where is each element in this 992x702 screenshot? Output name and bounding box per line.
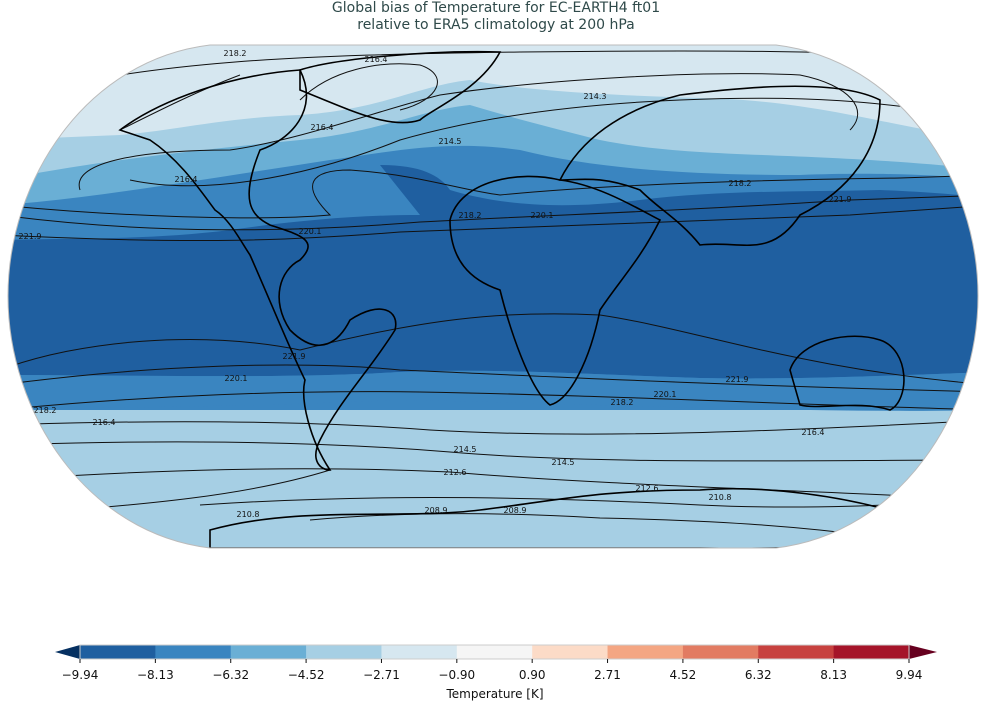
- contour-label: 218.2: [34, 406, 57, 415]
- filled-contours: [8, 45, 978, 548]
- contour-label: 218.2: [729, 179, 752, 188]
- contour-label: 216.4: [175, 175, 198, 184]
- colorbar-segment: [456, 645, 533, 659]
- contour-label: 221.9: [283, 352, 306, 361]
- colorbar-extend-high: [909, 645, 937, 659]
- map-border: [7, 44, 979, 549]
- colorbar-frame: [79, 644, 910, 660]
- contour-line: [8, 468, 978, 501]
- contour-line: [78, 73, 859, 191]
- contour-line: [119, 63, 438, 131]
- colorbar-tick-label: −0.90: [438, 668, 475, 682]
- colorbar-segment: [155, 645, 232, 659]
- contour-label: 210.8: [237, 510, 260, 519]
- band-top-light: [8, 45, 978, 140]
- contour-label: 220.1: [654, 390, 677, 399]
- coastline: [558, 85, 881, 247]
- colorbar-label: Temperature [K]: [445, 687, 543, 701]
- contour-label: 214.5: [454, 445, 477, 454]
- coastline: [299, 50, 502, 124]
- colorbar-segment: [833, 645, 910, 659]
- colorbar-tick-label: 4.52: [670, 668, 697, 682]
- colorbar-tick-label: −8.13: [137, 668, 174, 682]
- colorbar-segment: [607, 645, 684, 659]
- colorbar-tick-label: 0.90: [519, 668, 546, 682]
- colorbar-tick-label: −4.52: [288, 668, 325, 682]
- coastline: [118, 69, 397, 471]
- title-line-1: Global bias of Temperature for EC-EARTH4…: [331, 0, 661, 16]
- contour-label: 218.2: [224, 49, 247, 58]
- contour-label: 218.2: [611, 398, 634, 407]
- contour-line: [129, 97, 978, 187]
- colorbar-tick-label: −6.32: [212, 668, 249, 682]
- contour-label: 212.6: [636, 484, 659, 493]
- colorbar-tick-label: 2.71: [594, 668, 621, 682]
- contour-label: 208.9: [425, 506, 448, 515]
- contour-line: [8, 194, 978, 231]
- contour-label: 221.9: [829, 195, 852, 204]
- band-south-light: [170, 423, 978, 548]
- contour-line: [8, 313, 978, 386]
- colorbar-segment: [306, 645, 382, 659]
- contour-label: 216.4: [365, 55, 388, 64]
- colorbar-tick-label: −2.71: [363, 668, 400, 682]
- figure-title: Global bias of Temperature for EC-EARTH4…: [0, 0, 992, 34]
- colorbar-segment: [230, 645, 307, 659]
- contour-label: 216.4: [802, 428, 825, 437]
- colorbar-tick-label: 8.13: [820, 668, 847, 682]
- contour-line: [8, 169, 978, 219]
- colorbar-segment: [381, 645, 458, 659]
- contour-line: [8, 391, 978, 411]
- colorbar-segment: [682, 645, 759, 659]
- contour-label: 221.9: [19, 232, 42, 241]
- contour-label: 220.1: [531, 211, 554, 220]
- contour-label: 214.5: [552, 458, 575, 467]
- contour-label: 210.8: [709, 493, 732, 502]
- colorbar-segment: [758, 645, 835, 659]
- contour-label: 214.3: [584, 92, 607, 101]
- contour-label: 208.9: [504, 506, 527, 515]
- contour-label: 221.9: [726, 375, 749, 384]
- contour-label: 216.4: [93, 418, 116, 427]
- contour-label: 216.4: [311, 123, 334, 132]
- bias-map: 218.2 216.4 214.5 216.4 216.4 218.2 220.1 218.2…: [7, 44, 979, 549]
- contour-label: 214.5: [439, 137, 462, 146]
- coastline: [789, 335, 905, 411]
- contour-line: [8, 364, 978, 393]
- contour-labels: 218.2 216.4 214.5 216.4 216.4 218.2 220.1 218.2…: [19, 49, 852, 519]
- contour-label: 212.6: [444, 468, 467, 477]
- colorbar-tick-label: 9.94: [896, 668, 923, 682]
- contour-line: [8, 441, 978, 462]
- colorbar-segment: [80, 645, 156, 659]
- colorbar-tick-label: −9.94: [62, 668, 99, 682]
- contour-line: [8, 419, 978, 435]
- contour-label: 220.1: [225, 374, 248, 383]
- title-line-2: relative to ERA5 climatology at 200 hPa: [357, 17, 635, 33]
- contour-label: 218.2: [459, 211, 482, 220]
- contour-line: [8, 204, 978, 242]
- colorbar-tick-label: 6.32: [745, 668, 772, 682]
- band-south-dark: [8, 370, 978, 411]
- colorbar-extend-low: [55, 645, 80, 659]
- band-tropics: [8, 165, 978, 379]
- contour-label: 220.1: [299, 227, 322, 236]
- colorbar-segment: [532, 645, 609, 659]
